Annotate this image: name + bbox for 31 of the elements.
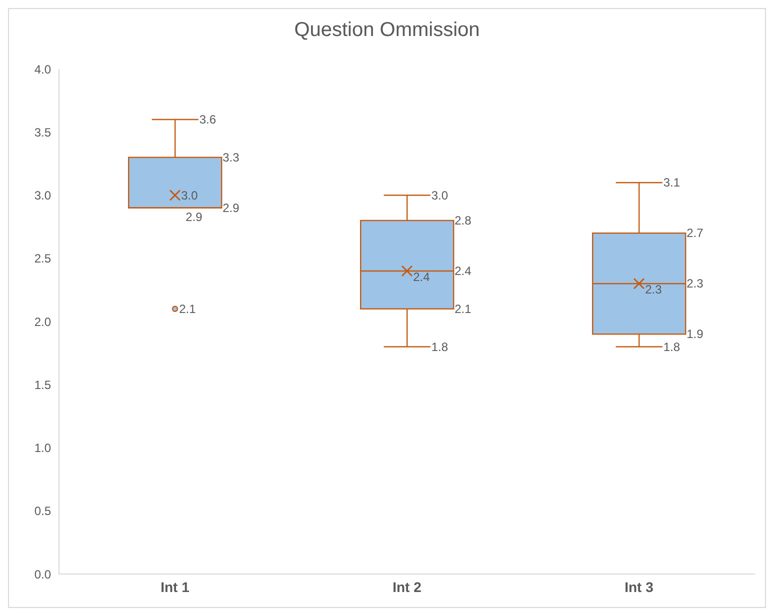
y-tick-label: 1.0 (34, 441, 52, 456)
annotation: 2.7 (686, 226, 704, 240)
chart-title: Question Ommission (293, 19, 481, 43)
annotation: 3.3 (222, 150, 240, 164)
y-tick-label: 2.0 (34, 314, 52, 329)
y-tick-label: 0.0 (34, 567, 52, 582)
y-tick-label: 2.5 (34, 252, 52, 266)
annotation: 2.3 (645, 282, 662, 297)
annotation: 1.8 (663, 340, 680, 354)
annotation: 2.4 (413, 270, 430, 284)
annotation: 3.6 (199, 112, 216, 126)
annotation: 3.1 (663, 176, 680, 190)
annotation: 3.0 (181, 188, 198, 202)
annotation: 2.9 (222, 200, 240, 215)
x-tick-label: Int 1 (160, 578, 190, 595)
y-tick-label: 0.5 (34, 504, 52, 518)
annotation: 2.1 (179, 302, 196, 316)
annotation: 2.9 (186, 210, 203, 224)
annotation: 2.8 (454, 214, 472, 228)
annotation: 1.9 (686, 327, 704, 342)
annotation: 1.8 (431, 340, 448, 354)
y-tick-label: 3.0 (34, 188, 52, 203)
y-tick-label: 4.0 (34, 62, 52, 76)
annotation: 2.1 (454, 302, 472, 316)
y-tick-label: 3.5 (34, 125, 52, 140)
y-tick-label: 1.5 (34, 378, 52, 392)
annotation: 3.0 (431, 188, 448, 202)
annotation: 2.4 (454, 264, 472, 278)
annotation: 2.3 (686, 276, 704, 291)
x-tick-label: Int 3 (624, 578, 654, 595)
x-tick-label: Int 2 (392, 578, 422, 595)
